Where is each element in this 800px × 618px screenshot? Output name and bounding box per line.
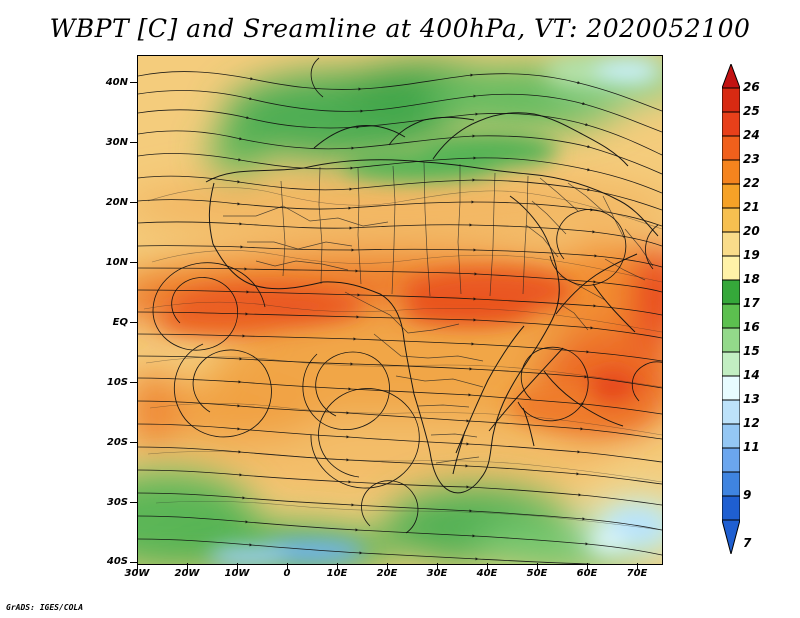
colorbar-label: 7 bbox=[743, 536, 752, 550]
longitude-label: 50E bbox=[526, 568, 548, 579]
footer-credit: GrADS: IGES/COLA bbox=[6, 603, 84, 612]
colorbar-bottom-arrow bbox=[722, 519, 740, 554]
axis-tick bbox=[587, 563, 588, 570]
colorbar-label: 9 bbox=[743, 488, 752, 502]
axis-tick bbox=[130, 442, 137, 443]
latitude-label: 10S bbox=[106, 377, 128, 388]
colorbar-swatch bbox=[722, 399, 740, 425]
colorbar-label: 21 bbox=[743, 200, 760, 214]
longitude-label: 40E bbox=[476, 568, 498, 579]
colorbar-swatch bbox=[722, 279, 740, 305]
colorbar-label: 25 bbox=[743, 104, 760, 118]
colorbar-label: 14 bbox=[743, 368, 760, 382]
colorbar-label: 19 bbox=[743, 248, 760, 262]
colorbar-label: 24 bbox=[743, 128, 760, 142]
colorbar-label: 20 bbox=[743, 224, 760, 238]
colorbar-swatch bbox=[722, 471, 740, 497]
colorbar-swatch bbox=[722, 255, 740, 281]
colorbar-swatch bbox=[722, 351, 740, 377]
latitude-label: EQ bbox=[112, 317, 128, 328]
latitude-label: 30N bbox=[105, 137, 128, 148]
longitude-label: 70E bbox=[626, 568, 648, 579]
longitude-label: 20W bbox=[174, 568, 200, 579]
colorbar-top-arrow bbox=[722, 64, 740, 89]
axis-tick bbox=[130, 382, 137, 383]
colorbar-label: 22 bbox=[743, 176, 760, 190]
latitude-label: 40N bbox=[105, 77, 128, 88]
colorbar-label: 18 bbox=[743, 272, 760, 286]
longitude-label: 30E bbox=[426, 568, 448, 579]
axis-tick bbox=[130, 562, 137, 563]
colorbar-swatch bbox=[722, 207, 740, 233]
colorbar-swatch bbox=[722, 447, 740, 473]
axis-tick bbox=[287, 563, 288, 570]
colorbar-swatch bbox=[722, 87, 740, 113]
axis-tick bbox=[387, 563, 388, 570]
colorbar-label: 23 bbox=[743, 152, 760, 166]
latitude-label: 40S bbox=[106, 556, 128, 567]
axis-tick bbox=[537, 563, 538, 570]
longitude-label: 0 bbox=[283, 568, 291, 579]
colorbar-swatch bbox=[722, 111, 740, 137]
colorbar-swatch bbox=[722, 135, 740, 161]
latitude-label: 20N bbox=[105, 197, 128, 208]
colorbar-swatch bbox=[722, 303, 740, 329]
axis-tick bbox=[487, 563, 488, 570]
axis-tick bbox=[130, 202, 137, 203]
colorbar-swatch bbox=[722, 495, 740, 521]
axis-tick bbox=[137, 563, 138, 570]
axis-tick bbox=[130, 502, 137, 503]
longitude-label: 20E bbox=[376, 568, 398, 579]
axis-tick bbox=[130, 322, 137, 323]
longitude-label: 60E bbox=[576, 568, 598, 579]
latitude-label: 20S bbox=[106, 437, 128, 448]
axis-tick bbox=[130, 142, 137, 143]
colorbar-swatch bbox=[722, 375, 740, 401]
longitude-label: 30W bbox=[124, 568, 150, 579]
axis-tick bbox=[130, 262, 137, 263]
colorbar-label: 16 bbox=[743, 320, 760, 334]
colorbar-swatch bbox=[722, 327, 740, 353]
latitude-label: 30S bbox=[106, 497, 128, 508]
colorbar-label: 15 bbox=[743, 344, 760, 358]
longitude-label: 10W bbox=[224, 568, 250, 579]
page-title: WBPT [C] and Sreamline at 400hPa, VT: 20… bbox=[49, 14, 751, 43]
axis-tick bbox=[237, 563, 238, 570]
colorbar-swatch bbox=[722, 231, 740, 257]
temperature-colorbar bbox=[722, 64, 740, 554]
colorbar-label: 13 bbox=[743, 392, 760, 406]
axis-tick bbox=[187, 563, 188, 570]
latitude-label: 10N bbox=[105, 257, 128, 268]
colorbar-label: 12 bbox=[743, 416, 760, 430]
colorbar-label: 26 bbox=[743, 80, 760, 94]
colorbar-swatch bbox=[722, 183, 740, 209]
colorbar-label: 17 bbox=[743, 296, 760, 310]
axis-tick bbox=[337, 563, 338, 570]
axis-tick bbox=[130, 82, 137, 83]
colorbar-swatch bbox=[722, 159, 740, 185]
colorbar-label: 11 bbox=[743, 440, 760, 454]
axis-tick bbox=[437, 563, 438, 570]
colorbar-swatch bbox=[722, 423, 740, 449]
longitude-label: 10E bbox=[326, 568, 348, 579]
streamline-map bbox=[137, 55, 663, 565]
axis-tick bbox=[637, 563, 638, 570]
streamline-map-canvas bbox=[138, 56, 662, 564]
